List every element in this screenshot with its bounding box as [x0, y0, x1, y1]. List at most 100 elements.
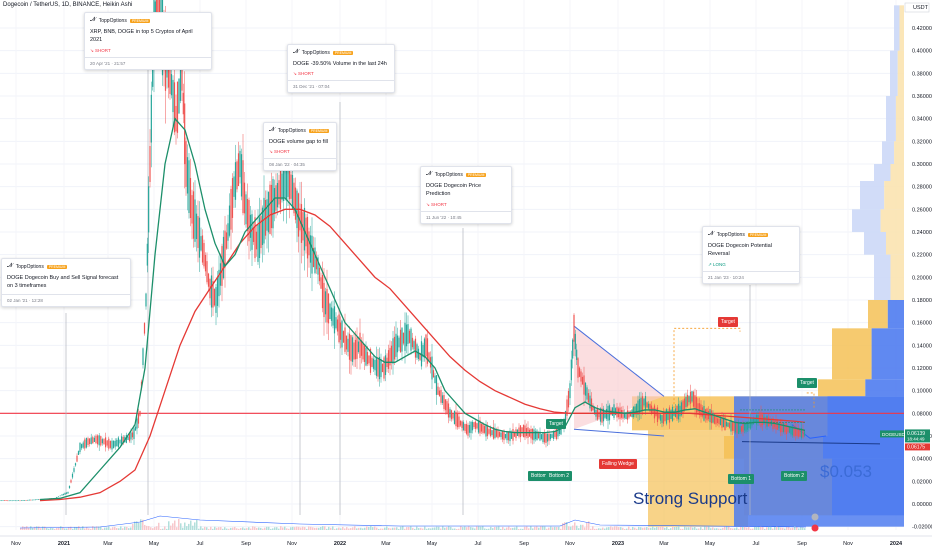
candle-body [79, 442, 81, 453]
candle-body [794, 427, 797, 436]
volume-bar [764, 528, 766, 530]
candle-body [201, 235, 204, 263]
volume-bar [658, 526, 660, 530]
idea-note[interactable]: 𝓝 ToppOptions PREMIUM DOGE Dogecoin Price … [420, 166, 512, 224]
candle-body [799, 428, 801, 437]
candle-body [192, 191, 195, 239]
volume-bar [638, 526, 640, 530]
volume-bar [256, 527, 258, 530]
candle-body [742, 423, 744, 433]
volume-bar [432, 527, 434, 530]
candle-body [242, 160, 244, 214]
volume-bar [124, 526, 126, 530]
volume-bar [716, 528, 718, 530]
x-tick-label: Nov [287, 541, 297, 547]
volume-bar [116, 528, 118, 530]
volume-bar [788, 527, 790, 530]
volume-bar [258, 527, 260, 530]
candle-body [182, 92, 184, 115]
volume-bar [594, 528, 596, 530]
candle-body [653, 405, 656, 419]
volume-bar [574, 522, 576, 530]
candle-body [613, 404, 615, 418]
candle-body [218, 269, 220, 297]
candle-body [62, 493, 65, 495]
volume-bar [600, 528, 602, 530]
candle-body [504, 434, 507, 438]
volume-bar [64, 528, 66, 530]
candle-body [100, 436, 102, 446]
candle-body [297, 193, 300, 237]
volume-bar [164, 526, 166, 530]
volume-bar [160, 528, 162, 530]
candle-body [184, 103, 186, 165]
x-tick-label: Jul [474, 541, 481, 547]
candle-body [471, 421, 474, 431]
candle-body [108, 438, 110, 449]
candle-body [584, 382, 587, 396]
volume-bar [168, 521, 170, 530]
candle-body [272, 179, 274, 229]
candle-body [82, 442, 84, 448]
candle-body [644, 396, 647, 411]
volume-bar [102, 528, 104, 530]
volume-bar [520, 528, 522, 530]
candle-body [33, 499, 35, 501]
candle-body [709, 409, 711, 423]
candle-body [625, 412, 627, 420]
candle-body [399, 329, 402, 353]
candle-body [788, 426, 791, 433]
candle-body [787, 426, 789, 432]
volume-bar [78, 526, 80, 530]
candle-body [191, 195, 193, 224]
candle-body [119, 439, 121, 444]
candle-body [348, 333, 351, 360]
ema-red-line [39, 208, 806, 502]
volume-bar [478, 526, 480, 530]
candle-body [455, 411, 457, 427]
price-axis[interactable]: 0.42000 0.40000 0.38000 0.36000 0.34000 0.320… [904, 2, 932, 531]
candle-body [324, 291, 327, 315]
candle-body [267, 192, 270, 233]
volume-bar [604, 528, 606, 530]
candle-body [530, 429, 532, 439]
candle-body [507, 431, 510, 441]
idea-note[interactable]: 𝓝 ToppOptions PREMIUM DOGE -39.50% Volume … [287, 44, 395, 94]
volume-bar [694, 526, 696, 530]
topp-logo-icon: 𝓝 [708, 231, 714, 237]
candle-body [390, 345, 393, 362]
volume-bar [522, 528, 524, 530]
volume-bar [416, 526, 418, 530]
y-tick-label: 0.02000 [912, 479, 932, 485]
x-tick-label: May [149, 541, 160, 547]
volume-bar [540, 526, 542, 530]
note-title: XRP, BNB, DOGE in top 5 Cryptos of April… [90, 29, 193, 44]
candle-body [398, 337, 400, 348]
idea-note[interactable]: 𝓝 ToppOptions PREMIUM XRP, BNB, DOGE in to… [84, 12, 212, 70]
candle-body [407, 324, 409, 344]
volume-bar [596, 528, 598, 530]
volume-bar [568, 526, 570, 530]
candle-body [580, 371, 582, 382]
candle-body [11, 500, 13, 502]
volume-bar [452, 528, 454, 530]
candle-body [257, 224, 259, 262]
y-tick-label: 0.22000 [912, 253, 932, 259]
idea-note[interactable]: 𝓝 ToppOptions PREMIUM DOGE Dogecoin Buy an… [1, 258, 131, 307]
candle-body [641, 396, 644, 411]
idea-note[interactable]: 𝓝 ToppOptions PREMIUM DOGE volume gap to f… [263, 122, 337, 172]
note-brand: ToppOptions [98, 17, 127, 24]
candle-body [453, 410, 456, 425]
candle-body [602, 408, 605, 422]
time-axis[interactable]: Nov 2021 Mar May Jul Sep Nov 2022 Mar May Jul Sep No… [0, 535, 932, 547]
candle-body [745, 422, 747, 432]
volume-bar [144, 524, 146, 530]
candle-body [117, 437, 119, 448]
volume-bar [262, 528, 264, 530]
candle-body [276, 182, 279, 208]
volume-bar [652, 526, 654, 530]
idea-note[interactable]: 𝓝 ToppOptions PREMIUM DOGE Dogecoin Potent… [702, 226, 800, 284]
target-label: Target [797, 378, 817, 388]
volume-bar [802, 527, 804, 530]
candle-body [136, 418, 138, 429]
